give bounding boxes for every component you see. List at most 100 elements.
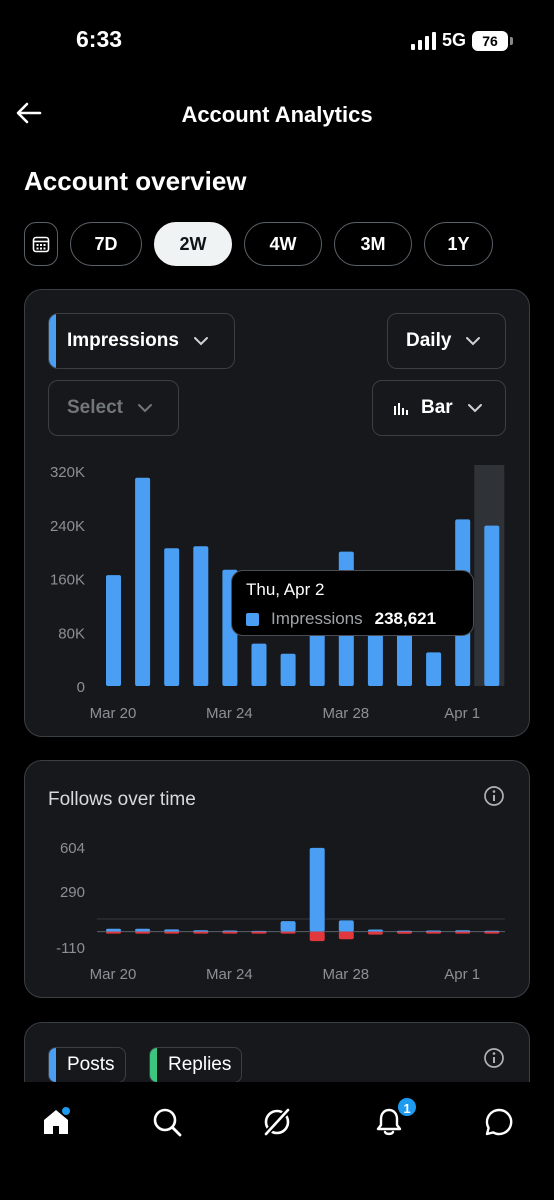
follows-chart[interactable]: 604 290 -110 Mar 20 Mar 24 Mar 28 Apr 1 — [25, 831, 529, 991]
posts-tag[interactable]: Posts — [48, 1047, 126, 1083]
range-3m[interactable]: 3M — [334, 222, 412, 266]
status-indicators: 5G 76 — [410, 30, 513, 51]
y-tick-label: 320K — [50, 464, 85, 481]
unfollows-bar — [251, 931, 267, 934]
status-time: 6:33 — [76, 26, 123, 52]
follows-bar — [106, 928, 121, 932]
metric-label: Impressions — [67, 330, 179, 351]
follows-bar — [367, 929, 383, 932]
follows-bar — [309, 847, 325, 932]
bar-chart-icon — [394, 403, 408, 415]
x-tick-label: Mar 20 — [90, 966, 137, 983]
grok-icon — [261, 1106, 293, 1138]
impressions-bar — [251, 643, 267, 686]
range-selector: 7D 2W 4W 3M 1Y — [24, 222, 493, 266]
range-7d[interactable]: 7D — [70, 222, 142, 266]
calendar-icon — [32, 236, 50, 253]
nav-notifications[interactable] — [365, 1098, 413, 1146]
unfollows-bar — [455, 931, 471, 934]
impressions-bar — [484, 525, 500, 686]
tooltip-value: 238,621 — [374, 609, 437, 628]
granularity-dropdown[interactable]: Daily — [387, 313, 506, 369]
nav-search[interactable] — [143, 1098, 191, 1146]
chart-type-dropdown[interactable]: Bar — [372, 380, 506, 436]
y-tick-label: 160K — [50, 572, 85, 589]
network-label: 5G — [441, 30, 466, 50]
status-bar: 6:33 5G 76 — [0, 0, 554, 80]
follows-card: Follows over time 604 290 -110 Mar 20 Mar 24… — [24, 760, 530, 998]
chevron-down-icon — [466, 337, 481, 346]
chevron-down-icon — [467, 404, 482, 413]
chart-tooltip: Thu, Apr 2 Impressions 238,621 — [231, 570, 474, 636]
impressions-bar — [280, 653, 296, 686]
follows-bar — [280, 921, 296, 932]
compare-dropdown[interactable]: Select — [48, 380, 179, 436]
page-title: Account Analytics — [181, 102, 373, 127]
bottom-nav: 1 — [0, 1082, 554, 1200]
impressions-bar — [106, 575, 121, 686]
y-tick-label: -110 — [56, 940, 85, 957]
tooltip-date: Thu, Apr 2 — [246, 580, 325, 599]
impressions-bar — [193, 546, 209, 686]
nav-grok[interactable] — [253, 1098, 301, 1146]
unfollows-bar — [397, 931, 412, 934]
follows-bar — [338, 920, 354, 932]
unfollows-bar — [135, 931, 151, 934]
metric-dropdown[interactable]: Impressions — [48, 313, 235, 369]
follows-bar — [164, 929, 180, 932]
x-tick-label: Mar 28 — [322, 705, 369, 722]
notification-badge: 1 — [396, 1096, 418, 1118]
compare-label: Select — [67, 397, 123, 418]
unfollows-bar — [193, 931, 209, 934]
section-title: Account overview — [24, 166, 247, 196]
x-tick-label: Apr 1 — [444, 705, 480, 722]
chat-bubble-icon — [485, 1108, 513, 1136]
impressions-bar — [426, 652, 442, 686]
y-tick-label: 0 — [77, 679, 85, 696]
x-tick-label: Mar 24 — [206, 966, 253, 983]
replies-tag[interactable]: Replies — [149, 1047, 243, 1083]
header: Account Analytics — [0, 88, 554, 140]
info-icon[interactable] — [483, 1047, 505, 1069]
unfollows-bar — [106, 931, 121, 934]
chevron-down-icon — [137, 404, 152, 413]
info-icon[interactable] — [483, 785, 505, 807]
x-tick-label: Mar 20 — [90, 705, 137, 722]
impressions-card: Impressions Daily Select Bar 320K 240K 160… — [24, 289, 530, 737]
range-1y[interactable]: 1Y — [424, 222, 493, 266]
x-tick-label: Mar 28 — [322, 966, 369, 983]
y-tick-label: 604 — [60, 840, 85, 857]
impressions-bar — [309, 622, 325, 686]
nav-home[interactable] — [32, 1098, 80, 1146]
range-2w[interactable]: 2W — [154, 222, 232, 266]
unfollows-bar — [338, 931, 354, 940]
y-tick-label: 80K — [58, 625, 85, 642]
nav-messages[interactable] — [475, 1098, 523, 1146]
chart-type-label: Bar — [421, 397, 453, 418]
follows-title: Follows over time — [48, 789, 196, 810]
unfollows-bar — [164, 931, 180, 934]
granularity-label: Daily — [406, 330, 452, 351]
signal-icon — [410, 31, 436, 50]
x-tick-label: Apr 1 — [444, 966, 480, 983]
impressions-bar — [164, 548, 180, 686]
tooltip-series: Impressions — [271, 609, 363, 628]
follows-bar — [135, 928, 151, 932]
back-arrow-icon[interactable] — [14, 98, 44, 128]
y-tick-label: 290 — [60, 884, 85, 901]
unfollows-bar — [426, 931, 442, 934]
battery-icon: 76 — [472, 30, 513, 51]
bell-icon — [376, 1108, 402, 1136]
x-tick-label: Mar 24 — [206, 705, 253, 722]
calendar-button[interactable] — [24, 222, 58, 266]
unfollows-bar — [484, 931, 500, 934]
unfollows-bar — [222, 931, 238, 934]
search-icon — [153, 1108, 182, 1137]
unfollows-bar — [367, 931, 383, 935]
tooltip-swatch — [246, 612, 259, 626]
unfollows-bar — [280, 931, 296, 934]
home-icon — [44, 1107, 70, 1134]
range-4w[interactable]: 4W — [244, 222, 322, 266]
chevron-down-icon — [193, 337, 208, 346]
unfollows-bar — [309, 931, 325, 942]
